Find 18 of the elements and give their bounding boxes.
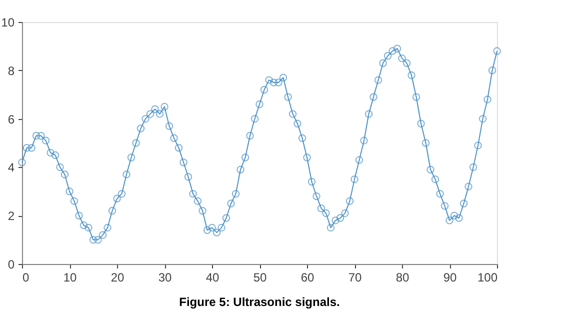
x-tick-label: 10 (63, 270, 77, 284)
x-tick-label: 0 (22, 270, 30, 284)
y-tick-label: 4 (8, 160, 15, 175)
y-tick-label: 6 (8, 112, 15, 126)
x-tick-label: 60 (300, 270, 314, 284)
x-tick-label: 50 (253, 270, 267, 284)
x-tick-label: 70 (348, 270, 362, 284)
x-tick-label: 30 (158, 270, 172, 284)
x-tick-label: 80 (396, 270, 410, 284)
x-tick-label: 20 (110, 270, 124, 284)
x-tick-label: 90 (443, 270, 457, 284)
y-tick-label: 8 (8, 64, 15, 78)
x-tick-label: 100 (477, 270, 498, 284)
y-tick-label: 2 (8, 209, 15, 224)
y-tick-label: 0 (8, 258, 15, 272)
y-tick-label: 10 (1, 16, 15, 30)
caption: Figure 5: Ultrasonic signals. (179, 295, 340, 309)
x-tick-label: 40 (206, 270, 220, 284)
